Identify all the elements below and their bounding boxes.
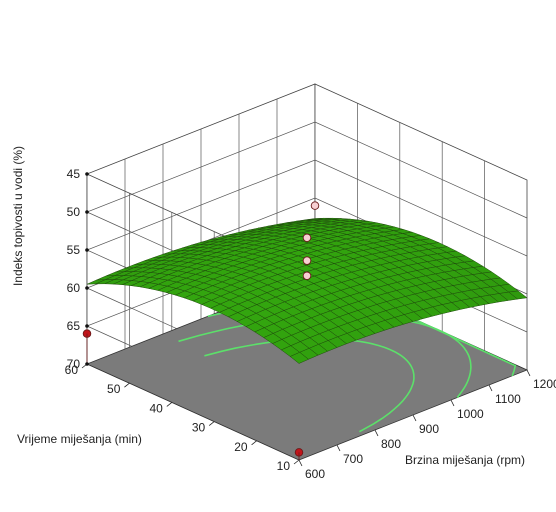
design-point <box>302 233 312 243</box>
x-tick-label: 1100 <box>495 392 521 406</box>
y-tick-label: 10 <box>277 459 291 473</box>
z-tick-label: 45 <box>67 167 81 181</box>
y-tick-mark <box>208 421 215 426</box>
surface-patch <box>289 352 309 364</box>
z-tick-label: 70 <box>67 357 81 371</box>
x-tick-label: 600 <box>305 467 325 481</box>
design-point <box>310 201 320 210</box>
z-tick-mark <box>85 172 89 176</box>
x-tick-mark <box>374 429 379 437</box>
x-tick-label: 1000 <box>457 407 484 421</box>
design-points-above <box>302 201 320 281</box>
x-axis-label: Brzina miješanja (rpm) <box>405 453 525 467</box>
z-tick-label: 65 <box>67 319 81 333</box>
y-axis-label: Vrijeme miješanja (min) <box>17 432 142 446</box>
y-tick-mark <box>293 459 300 465</box>
x-tick-mark <box>526 369 531 377</box>
z-tick-mark <box>85 286 89 290</box>
response-surface <box>86 217 528 364</box>
x-tick-label: 1200 <box>533 377 556 391</box>
z-tick-mark <box>85 210 89 214</box>
design-point <box>302 271 312 281</box>
design-points-below <box>82 329 304 460</box>
y-tick-label: 60 <box>65 363 79 377</box>
y-tick-mark <box>166 402 173 407</box>
z-tick-mark <box>85 324 89 328</box>
x-tick-mark <box>488 384 493 392</box>
y-tick-mark <box>251 440 257 446</box>
x-tick-label: 900 <box>419 422 439 436</box>
x-tick-mark <box>450 399 455 407</box>
design-point <box>302 256 312 265</box>
z-tick-label: 60 <box>67 281 81 295</box>
x-tick-label: 800 <box>381 437 401 451</box>
z-axis-label: Indeks topivosti u vodi (%) <box>11 146 25 286</box>
axis-ticks: 600 700 800 900 1000 1100 1200 10 20 30 40 50 60 45 50… <box>65 167 556 481</box>
z-tick-mark <box>85 362 89 366</box>
z-tick-label: 55 <box>67 243 81 257</box>
z-tick-label: 50 <box>67 205 81 219</box>
x-tick-mark <box>412 414 417 422</box>
x-tick-mark <box>336 444 341 452</box>
x-tick-label: 700 <box>343 452 363 466</box>
x-tick-mark <box>298 459 303 467</box>
y-tick-label: 40 <box>149 401 163 415</box>
z-tick-mark <box>85 248 89 252</box>
y-tick-label: 20 <box>234 440 248 454</box>
y-tick-label: 30 <box>192 421 206 435</box>
y-tick-label: 50 <box>107 382 121 396</box>
y-tick-mark <box>124 382 130 388</box>
